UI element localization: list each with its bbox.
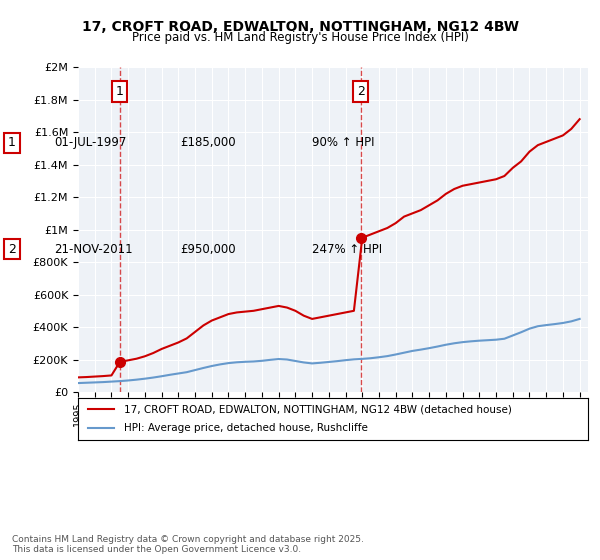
Text: 21-NOV-2011: 21-NOV-2011 bbox=[54, 242, 133, 256]
Text: 17, CROFT ROAD, EDWALTON, NOTTINGHAM, NG12 4BW (detached house): 17, CROFT ROAD, EDWALTON, NOTTINGHAM, NG… bbox=[124, 404, 512, 414]
Text: HPI: Average price, detached house, Rushcliffe: HPI: Average price, detached house, Rush… bbox=[124, 423, 368, 433]
Text: 1: 1 bbox=[8, 136, 16, 150]
Text: 2: 2 bbox=[356, 85, 365, 98]
Text: Price paid vs. HM Land Registry's House Price Index (HPI): Price paid vs. HM Land Registry's House … bbox=[131, 31, 469, 44]
Text: £950,000: £950,000 bbox=[180, 242, 236, 256]
Text: 247% ↑ HPI: 247% ↑ HPI bbox=[312, 242, 382, 256]
Text: 01-JUL-1997: 01-JUL-1997 bbox=[54, 136, 127, 150]
Text: 17, CROFT ROAD, EDWALTON, NOTTINGHAM, NG12 4BW: 17, CROFT ROAD, EDWALTON, NOTTINGHAM, NG… bbox=[82, 20, 518, 34]
Text: 2: 2 bbox=[8, 242, 16, 256]
Text: 1: 1 bbox=[116, 85, 124, 98]
Text: £185,000: £185,000 bbox=[180, 136, 236, 150]
Text: Contains HM Land Registry data © Crown copyright and database right 2025.
This d: Contains HM Land Registry data © Crown c… bbox=[12, 535, 364, 554]
Text: 90% ↑ HPI: 90% ↑ HPI bbox=[312, 136, 374, 150]
